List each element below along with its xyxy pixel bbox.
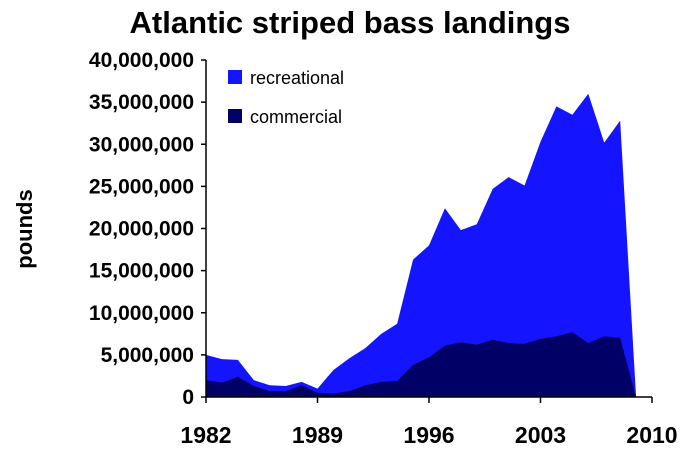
- y-tick-label: 0: [182, 386, 194, 409]
- x-tick-label: 1982: [180, 422, 231, 448]
- y-axis: 0 5,000,000 10,000,000 15,000,000 20,000,000…: [89, 49, 206, 409]
- x-tick-label: 1989: [292, 422, 343, 448]
- y-tick-label: 15,000,000: [89, 260, 194, 283]
- x-tick-label: 1996: [403, 422, 454, 448]
- legend-label-recreational: recreational: [250, 68, 344, 88]
- legend: recreational commercial: [228, 68, 344, 127]
- y-tick-label: 35,000,000: [89, 91, 194, 114]
- plot-area: [206, 93, 637, 397]
- x-tick-label: 2010: [626, 422, 677, 448]
- y-tick-label: 30,000,000: [89, 133, 194, 156]
- legend-swatch-commercial: [228, 109, 242, 123]
- recreational-area: [206, 93, 637, 397]
- y-tick-label: 10,000,000: [89, 302, 194, 325]
- commercial-area: [206, 332, 637, 397]
- y-tick-label: 5,000,000: [101, 344, 194, 367]
- y-tick-label: 20,000,000: [89, 218, 194, 241]
- y-tick-label: 40,000,000: [89, 49, 194, 72]
- x-axis: 1982 1989 1996 2003 2010: [180, 397, 678, 448]
- x-tick-label: 2003: [515, 422, 566, 448]
- y-axis-label: pounds: [12, 189, 37, 268]
- legend-swatch-recreational: [228, 70, 242, 84]
- y-tick-label: 25,000,000: [89, 175, 194, 198]
- legend-label-commercial: commercial: [250, 107, 342, 127]
- chart-title: Atlantic striped bass landings: [130, 5, 571, 40]
